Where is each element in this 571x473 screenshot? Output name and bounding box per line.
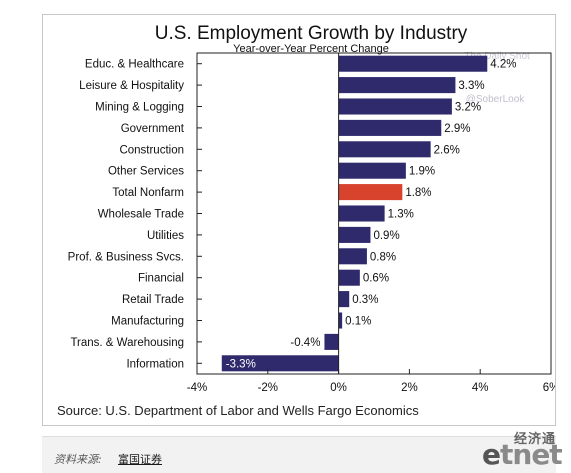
category-label: Government [121,123,185,135]
bar [338,55,488,72]
bar [338,205,385,222]
bar [338,119,442,136]
bar [221,355,339,372]
category-label: Construction [119,144,184,156]
data-label: 0.1% [345,316,371,328]
data-label: -0.4% [290,337,320,349]
category-label: Utilities [147,230,184,242]
plot-area: Educ. & Healthcare 4.2% Leisure & Hospital… [68,52,559,394]
bar [324,333,339,350]
data-label: 1.3% [388,209,414,221]
data-label: 0.9% [373,230,399,242]
chart-subtitle: Year-over-Year Percent Change [233,43,389,55]
bar [338,77,456,94]
source-caption-link[interactable]: 富国证券 [118,453,162,466]
x-tick-label: -4% [187,382,207,394]
bar [338,269,360,286]
etnet-logo[interactable]: etnet [482,438,563,471]
bar [338,162,406,179]
data-label: 0.8% [370,251,396,263]
data-label: 1.9% [409,166,435,178]
x-tick-label: -2% [258,382,278,394]
logo-e: e [482,438,501,471]
category-label: Educ. & Healthcare [85,59,184,71]
bar [338,98,452,115]
employment-growth-chart: U.S. Employment Growth by Industry Year-… [57,23,559,418]
caption-bar: 资料来源: 富国证券 [42,436,556,473]
category-label: Financial [138,273,184,285]
category-label: Wholesale Trade [98,209,184,221]
x-tick-label: 4% [472,382,489,394]
category-label: Leisure & Hospitality [79,80,184,92]
data-label: 3.3% [458,80,484,92]
data-label: 3.2% [455,102,481,114]
category-label: Trans. & Warehousing [70,337,184,349]
data-label: 1.8% [405,187,431,199]
bar [338,291,350,308]
source-note: Source: U.S. Department of Labor and Wel… [57,403,419,418]
category-label: Other Services [108,166,184,178]
bar [338,141,431,158]
brand-chinese-name: 经济通 [514,432,557,447]
bar [338,184,403,201]
data-label: 0.3% [352,294,378,306]
x-tick-label: 6% [543,382,555,394]
source-caption-label: 资料来源: [54,453,102,466]
category-label: Retail Trade [122,294,184,306]
bar [338,226,371,243]
x-tick-label: 0% [330,382,347,394]
category-label: Mining & Logging [95,102,184,114]
data-label: 4.2% [490,59,516,71]
category-label: Manufacturing [111,316,184,328]
chart-title: U.S. Employment Growth by Industry [155,23,468,44]
category-label: Prof. & Business Svcs. [68,251,184,263]
category-label: Total Nonfarm [112,187,184,199]
watermark-daily-shot: The Daily Shot [464,51,530,62]
watermark-soberlook: @SoberLook [466,94,526,105]
bar [338,248,367,265]
logo-tnet: tnet [500,438,563,471]
x-tick-label: 2% [401,382,418,394]
category-label: Information [126,358,184,370]
data-label: 2.6% [434,144,460,156]
chart-panel: U.S. Employment Growth by Industry Year-… [42,14,559,426]
data-label: 2.9% [444,123,470,135]
data-label: -3.3% [226,358,256,370]
bar [338,312,343,329]
data-label: 0.6% [363,273,389,285]
